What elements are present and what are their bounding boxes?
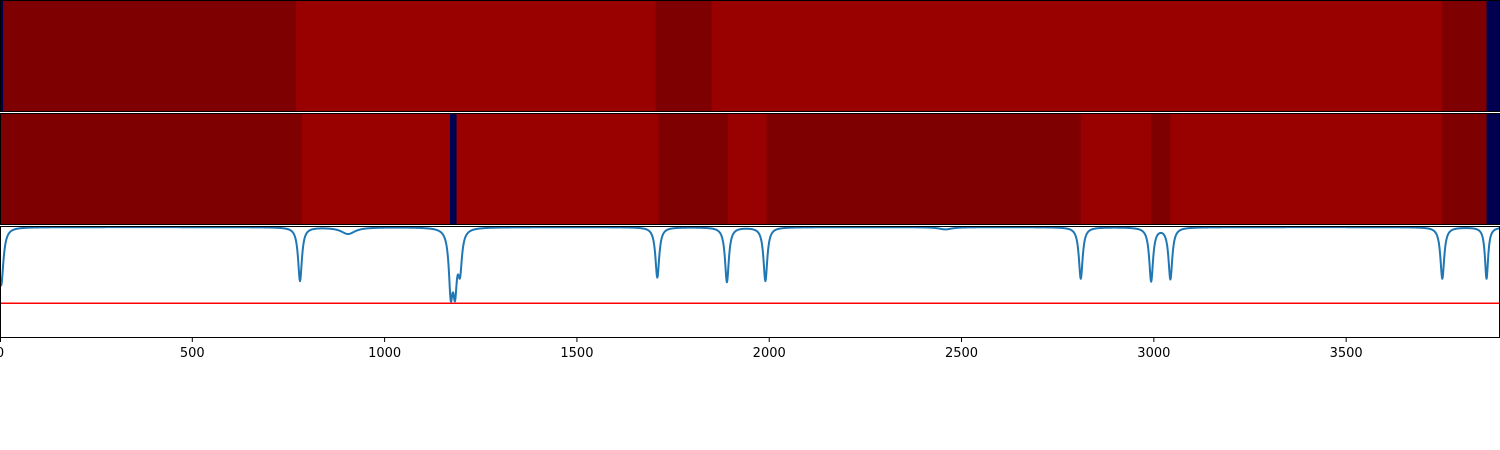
x-tick-label: 1000: [368, 346, 401, 361]
track-1-segment-4: [658, 113, 729, 225]
series-line: [0, 226, 1500, 303]
segment-track-middle: [0, 113, 1500, 225]
x-tick-label: 0: [0, 346, 4, 361]
track-0-segment-4: [711, 0, 1443, 112]
track-1-segment-10: [1442, 113, 1488, 225]
x-tick-label: 3000: [1137, 346, 1170, 361]
track-1-segment-8: [1151, 113, 1171, 225]
track-1-segment-5: [728, 113, 768, 225]
line-plot-panel: [0, 226, 1500, 338]
x-tick-label: 2000: [753, 346, 786, 361]
track-1-segment-6: [766, 113, 1082, 225]
track-0-segment-2: [296, 0, 657, 112]
x-tick-label: 500: [180, 346, 205, 361]
x-tick-label: 1500: [560, 346, 593, 361]
segment-track-top: [0, 0, 1500, 112]
track-1-segment-0: [0, 113, 303, 225]
track-1-segment-11: [1486, 113, 1500, 225]
track-1-segment-1: [301, 113, 451, 225]
x-tick-label: 3500: [1330, 346, 1363, 361]
track-1-segment-3: [456, 113, 660, 225]
x-tick-label: 2500: [945, 346, 978, 361]
track-0-segment-1: [3, 0, 297, 112]
track-0-segment-0: [0, 0, 4, 112]
line-plot-background: [0, 226, 1500, 338]
track-1-segment-9: [1170, 113, 1443, 225]
track-1-segment-2: [450, 113, 458, 225]
track-0-segment-3: [655, 0, 713, 112]
track-0-segment-5: [1442, 0, 1488, 112]
x-axis: 0 500 1000 1500 2000 2500 3000 3500: [0, 338, 1363, 361]
track-1-segment-7: [1080, 113, 1152, 225]
track-0-segment-6: [1486, 0, 1500, 112]
